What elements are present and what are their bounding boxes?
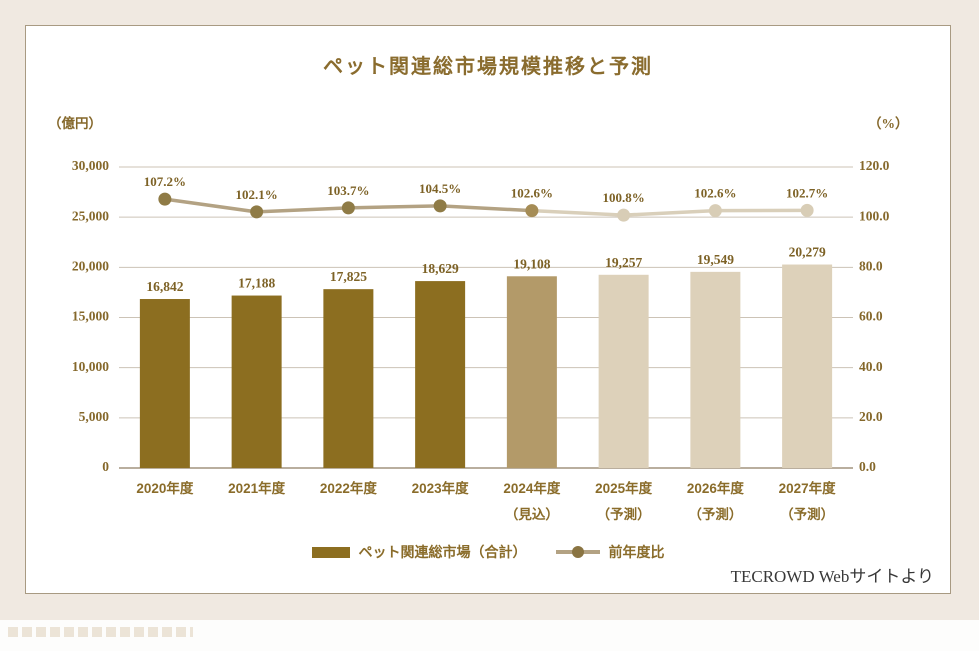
right-axis-tick: 0.0: [859, 459, 876, 474]
x-axis-label-2023: 2023年度: [412, 480, 470, 496]
left-axis-tick: 10,000: [72, 359, 109, 374]
right-axis-tick: 60.0: [859, 309, 883, 324]
bar-2021: [231, 295, 282, 468]
percent-label: 104.5%: [419, 181, 461, 196]
left-axis-tick: 0: [102, 459, 109, 474]
bar-2024: [506, 276, 557, 468]
bar-2027: [782, 264, 833, 468]
line-point-2027: [800, 203, 814, 217]
bar-value-label: 17,188: [238, 276, 275, 291]
legend-line-swatch-icon: [555, 545, 600, 558]
legend-line-dot-icon: [571, 545, 584, 558]
percent-label: 102.1%: [236, 187, 278, 202]
left-axis-tick: 20,000: [72, 258, 109, 273]
x-axis-label-2025: 2025年度: [595, 480, 653, 496]
x-axis-sublabel-2027: （予測）: [780, 506, 834, 522]
bar-value-label: 19,257: [605, 255, 642, 270]
left-axis-tick: 5,000: [79, 409, 110, 424]
percent-label: 102.6%: [511, 186, 553, 201]
right-axis-tick: 120.0: [859, 158, 890, 173]
x-axis-sublabel-2024: （見込）: [505, 506, 559, 522]
bar-2020: [139, 299, 190, 468]
bar-2025: [598, 274, 649, 468]
legend-line-label: 前年度比: [608, 544, 665, 560]
bar-2022: [323, 289, 374, 468]
line-segment: [531, 208, 624, 217]
x-axis-label-2026: 2026年度: [687, 480, 745, 496]
x-axis-label-2021: 2021年度: [228, 480, 286, 496]
left-axis-tick: 30,000: [72, 158, 109, 173]
line-segment: [164, 197, 257, 214]
left-axis-tick: 15,000: [72, 309, 109, 324]
line-point-2020: [158, 192, 172, 206]
line-segment: [440, 204, 532, 213]
bar-value-label: 16,842: [146, 279, 183, 294]
source-credit: TECROWD Webサイトより: [730, 567, 934, 586]
x-axis-label-2027: 2027年度: [779, 480, 837, 496]
combo-bar-line-chart: 30,000 120.0 25,000 100.0 20,000 80.0 15,000 60…: [72, 158, 890, 522]
line-segment: [348, 204, 441, 210]
percent-label: 100.8%: [603, 190, 645, 205]
bar-value-label: 19,108: [513, 256, 550, 271]
x-axis-sublabel-2026: （予測）: [688, 506, 742, 522]
right-axis-tick: 20.0: [859, 409, 883, 424]
chart-legend: ペット関連総市場（合計） 前年度比: [26, 542, 950, 562]
line-point-2026: [708, 204, 722, 218]
left-axis-unit: （億円）: [48, 116, 102, 131]
chart-card: ペット関連総市場規模推移と予測 （億円） （%） 30,000 120.0 25,0…: [25, 25, 951, 594]
page-bottom-artifact: [8, 627, 193, 637]
chart-title: ペット関連総市場規模推移と予測: [323, 56, 653, 78]
percent-label: 102.6%: [694, 186, 736, 201]
x-axis-sublabel-2025: （予測）: [597, 506, 651, 522]
line-segment: [256, 206, 349, 214]
percent-label: 107.2%: [144, 174, 186, 189]
x-axis-label-2024: 2024年度: [503, 480, 561, 496]
line-point-2025: [617, 208, 631, 222]
bar-2023: [415, 281, 466, 468]
right-axis-tick: 80.0: [859, 258, 883, 273]
line-point-2021: [250, 205, 264, 219]
percent-label: 102.7%: [786, 185, 828, 200]
right-axis-tick: 100.0: [859, 208, 890, 223]
line-point-2023: [433, 199, 447, 213]
right-axis-tick: 40.0: [859, 359, 883, 374]
bar-value-label: 19,549: [697, 252, 734, 267]
line-segment: [623, 208, 716, 217]
right-axis-unit: （%）: [868, 116, 909, 131]
legend-bar-swatch-icon: [311, 546, 350, 558]
line-point-2024: [525, 204, 539, 218]
x-axis-label-2022: 2022年度: [320, 480, 378, 496]
x-axis-label-2020: 2020年度: [136, 480, 194, 496]
bar-value-label: 18,629: [422, 261, 459, 276]
bar-2026: [690, 271, 741, 468]
legend-bar-label: ペット関連総市場（合計）: [358, 544, 527, 560]
percent-label: 103.7%: [327, 183, 369, 198]
line-point-2022: [341, 201, 355, 215]
bar-value-label: 20,279: [789, 245, 826, 260]
left-axis-tick: 25,000: [72, 208, 109, 223]
bar-value-label: 17,825: [330, 269, 367, 284]
